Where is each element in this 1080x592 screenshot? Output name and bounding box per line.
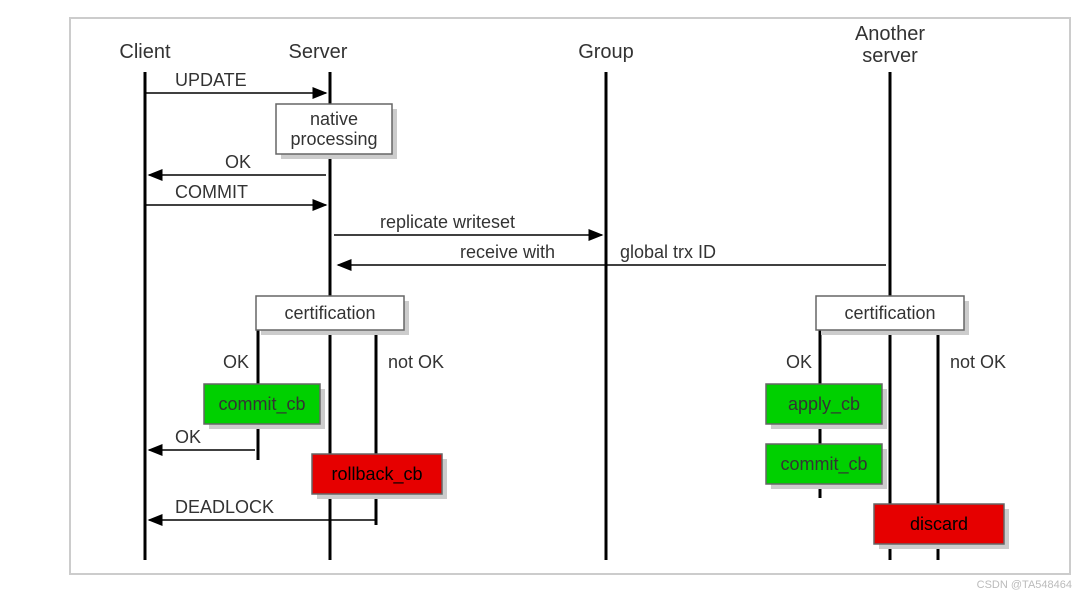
commit-cb2-text: commit_cb bbox=[780, 454, 867, 475]
client-label: Client bbox=[119, 41, 171, 63]
commit-cb-text: commit_cb bbox=[218, 394, 305, 415]
group-label: Group bbox=[578, 41, 634, 63]
sequence-diagram: Client Server Group Anotherserver UPDATE OK CO… bbox=[0, 0, 1080, 592]
server-cert-text: certification bbox=[284, 303, 375, 323]
rollback-cb-text: rollback_cb bbox=[331, 464, 422, 485]
update-label: UPDATE bbox=[175, 70, 247, 90]
native-processing-text2: processing bbox=[290, 129, 377, 149]
ok2-label: OK bbox=[175, 427, 201, 447]
server-label: Server bbox=[289, 41, 348, 63]
another-notok: not OK bbox=[950, 352, 1006, 372]
server-notok: not OK bbox=[388, 352, 444, 372]
another-cert-text: certification bbox=[844, 303, 935, 323]
discard-text: discard bbox=[910, 514, 968, 534]
deadlock-label: DEADLOCK bbox=[175, 497, 274, 517]
server-ok: OK bbox=[223, 352, 249, 372]
native-processing-text1: native bbox=[310, 109, 358, 129]
apply-cb-text: apply_cb bbox=[788, 394, 860, 415]
replicate-label: replicate writeset bbox=[380, 212, 515, 232]
ok1-label: OK bbox=[225, 152, 251, 172]
another-label1: Another bbox=[855, 23, 925, 45]
another-ok: OK bbox=[786, 352, 812, 372]
receive-label: receive with bbox=[460, 242, 555, 262]
another-label2: server bbox=[862, 45, 918, 67]
watermark: CSDN @TA548464 bbox=[977, 579, 1072, 591]
receive-label2: global trx ID bbox=[620, 242, 716, 262]
commit-label: COMMIT bbox=[175, 182, 248, 202]
